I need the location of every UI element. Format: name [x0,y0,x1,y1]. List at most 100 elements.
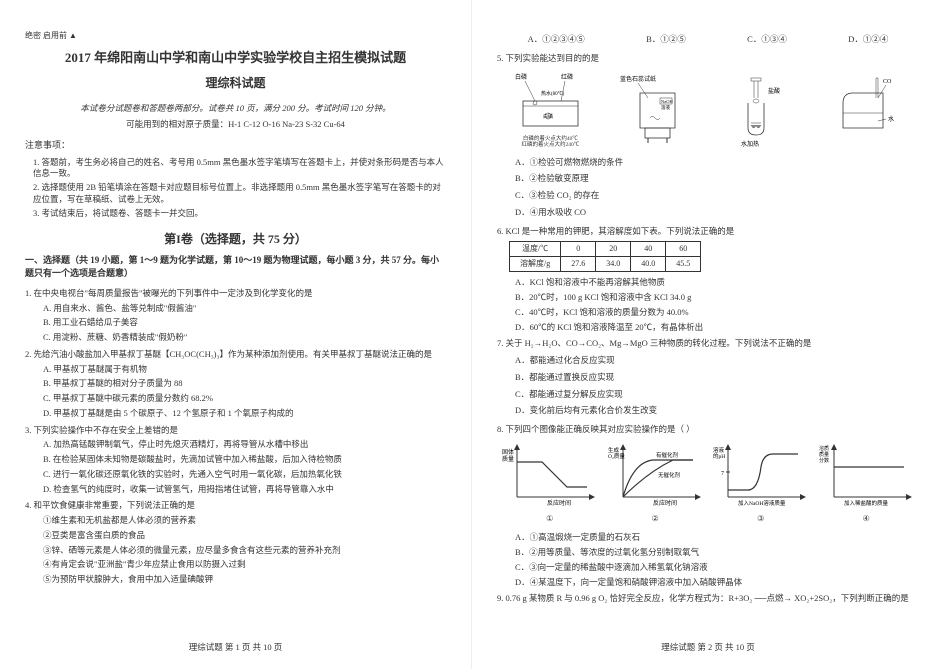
svg-text:7: 7 [721,471,724,477]
th-20: 20 [596,242,631,257]
section-1-sub: 一、选择题（共 19 小题，第 1～9 题为化学试题，第 10～19 题为物理试… [25,254,446,281]
top-opt-a: A．①②③④⑤ [528,33,585,46]
q8-d: D．④某温度下，向一定量饱和硝酸钾溶液中加入硝酸钾晶体 [515,576,919,589]
charts-row: 固体 质量 反应时间 ① 生成 O₂质量 有催化剂 无催化剂 反应时间 ② [497,442,919,526]
chart-4-num: ④ [819,513,914,525]
chart-3-num: ③ [713,513,808,525]
q4-stem: 4. 和平饮食健康非常重要，下列说法正确的是 [25,499,446,512]
q6-c: C．40℃时，KCl 饱和溶液的质量分数为 40.0% [515,306,919,319]
tr-v1: 27.6 [561,257,596,272]
svg-text:加入稀盐酸的质量: 加入稀盐酸的质量 [844,499,889,507]
q6-d: D．60℃的 KCl 饱和溶液降温至 20℃，有晶体析出 [515,321,919,334]
diagram-3: 盐酸 水加热 [726,73,796,148]
q4-opt-4: ④有肯定会说"亚洲盐"青少年应禁止食用以防摄入过剩 [43,558,446,571]
svg-text:生成: 生成 [608,446,620,454]
q1-opt-c: C. 用淀粉、蔗糖、奶香精装成"假奶粉" [43,331,446,344]
svg-text:分数: 分数 [819,457,829,464]
q7-options: A．都能通过化合反应实现 B．都能通过置换反应实现 C．都能通过复分解反应实现 … [497,352,919,419]
q4-opt-3: ③锌、硒等元素是人体必须的微量元素，应尽量多食含有这些元素的营养补充剂 [43,544,446,557]
svg-text:无催化剂: 无催化剂 [658,471,681,479]
footer-2: 理综试题 第 2 页 共 10 页 [472,641,944,654]
diagram-1: 白磷 红磷 热水(80℃) 白磷 白磷的着火点大约40℃ 红磷的着火点大约240… [513,71,588,148]
q9-stem: 9. 0.76 g 某物质 R 与 0.96 g O₂ 恰好完全反应，化学方程式… [497,592,919,605]
top-opt-b: B．①②⑤ [646,33,686,46]
th-temp: 温度/℃ [510,242,561,257]
svg-text:CO: CO [883,79,892,85]
q3-opt-a: A. 加热高锰酸钾制氧气，停止时先熄灭酒精灯，再将导管从水槽中移出 [43,438,446,451]
svg-text:水加热: 水加热 [741,140,759,148]
atomic-masses: 可能用到的相对原子质量：H-1 C-12 O-16 Na-23 S-32 Cu-… [25,118,446,131]
svg-text:反应时间: 反应时间 [653,499,677,507]
d1-temp: 热水(80℃) [541,90,565,97]
secret-marker: 绝密 启用前 ▲ [25,30,446,42]
svg-text:溶液: 溶液 [713,446,725,454]
chart-3: 7 溶液 的pH 加入NaOH溶液质量 ③ [713,442,808,526]
th-0: 0 [561,242,596,257]
q6-a: A．KCl 饱和溶液中不能再溶解其他物质 [515,276,919,289]
rules-label: 注意事项： [25,139,446,153]
section-1-title: 第I卷（选择题，共 75 分） [25,230,446,248]
svg-text:质量: 质量 [819,451,829,458]
main-title: 2017 年绵阳南山中学和南山中学实验学校自主招生模拟试题 [25,48,446,68]
svg-text:蓝色石蕊试纸: 蓝色石蕊试纸 [620,75,656,83]
q7-a: A．都能通过化合反应实现 [515,354,718,367]
page-1: 绝密 启用前 ▲ 2017 年绵阳南山中学和南山中学实验学校自主招生模拟试题 理… [0,0,472,669]
tr-v2: 34.0 [596,257,631,272]
q3-stem: 3. 下列实验操作中不存在安全上差错的是 [25,424,446,437]
q8-b: B．②用等质量、等浓度的过氧化氢分别制取氧气 [515,546,919,559]
chart-1: 固体 质量 反应时间 ① [502,442,597,526]
tr-sol: 溶解度/g [510,257,561,272]
th-40: 40 [631,242,666,257]
intro-text: 本试卷分试题卷和答题卷两部分。试卷共 10 页，满分 200 分。考试时间 12… [25,102,446,115]
d1-label-white: 白磷 [515,73,527,81]
svg-text:水: 水 [888,115,894,123]
q6-b: B．20℃时，100 g KCl 饱和溶液中含 KCl 34.0 g [515,291,919,304]
diagram-4: CO 水 [828,73,903,148]
q1-stem: 1. 在中央电视台"每周质量报告"被曝光的下列事件中一定涉及到化学变化的是 [25,287,446,300]
q8-a: A．①高温煅烧一定质量的石灰石 [515,531,919,544]
d1-caption1: 白磷的着火点大约40℃ [513,136,588,142]
q8-c: C．③向一定量的稀盐酸中逐滴加入稀氢氧化钠溶液 [515,561,919,574]
th-60: 60 [666,242,701,257]
q5b-b: B．②检验敏变原理 [515,172,718,185]
tr-v3: 40.0 [631,257,666,272]
q4-opt-1: ①维生素和无机盐都是人体必须的营养素 [43,514,446,527]
solubility-table: 温度/℃ 0 20 40 60 溶解度/g 27.6 34.0 40.0 45.… [509,241,701,272]
q5b-stem: 5. 下列实验能达到目的的是 [497,52,919,65]
q7-d: D．变化前后均有元素化合价发生改变 [515,404,718,417]
svg-text:溶液: 溶液 [661,104,670,111]
c1-x: 反应时间 [547,499,571,507]
svg-text:有催化剂: 有催化剂 [656,451,679,459]
rule-1: 1. 答题前，考生务必将自己的姓名、考号用 0.5mm 黑色墨水签字笔填写在答题… [33,157,446,181]
q4-opt-2: ②豆类是富含蛋白质的食品 [43,529,446,542]
rule-2: 2. 选择题使用 2B 铅笔填涂在答题卡对应题目标号位置上。非选择题用 0.5m… [33,182,446,206]
q2-opt-a: A. 甲基叔丁基醚属于有机物 [43,363,446,376]
page-2: A．①②③④⑤ B．①②⑤ C．①③④ D．①②④ 5. 下列实验能达到目的的是… [472,0,944,669]
d1-caption2: 红磷的着火点大约240℃ [513,142,588,148]
chart-2-num: ② [608,513,703,525]
q8-stem: 8. 下列四个图像能正确反映其对应实验操作的是（ ） [497,423,919,436]
subject-title: 理综科试题 [25,74,446,92]
q4-opt-5: ⑤为预防甲状腺肿大，食用中加入适量碘酸钾 [43,573,446,586]
q3-opt-b: B. 在检验某固体未知物是碳酸盐时，先滴加试管中加入稀盐酸，后加入待检物质 [43,453,446,466]
q5b-d: D．④用水吸收 CO [515,206,718,219]
q2-opt-d: D. 甲基叔丁基醚是由 5 个碳原子、12 个氢原子和 1 个氧原子构成的 [43,407,446,420]
q1-opt-b: B. 用工业石蜡给瓜子美容 [43,316,446,329]
svg-text:白磷: 白磷 [543,113,553,120]
svg-text:的pH: 的pH [713,452,725,460]
c1-y: 固体 [502,448,514,456]
q5b-c: C．③检验 CO₂ 的存在 [515,189,718,202]
footer-1: 理综试题 第 1 页 共 10 页 [0,641,471,654]
svg-text:盐酸: 盐酸 [768,87,780,95]
q5b-a: A．①检验可燃物燃烧的条件 [515,156,718,169]
chart-1-num: ① [502,513,597,525]
chart-4: 溶质 质量 分数 加入稀盐酸的质量 ④ [819,442,914,526]
top-opt-d: D．①②④ [848,33,888,46]
q2-opt-c: C. 甲基叔丁基醚中碳元素的质量分数约 68.2% [43,392,446,405]
svg-text:溶质: 溶质 [819,445,829,452]
svg-text:NaOH: NaOH [661,99,673,104]
q1-opt-a: A. 用自来水、酱色、盐等兑制成"假酱油" [43,302,446,315]
q5-top-options: A．①②③④⑤ B．①②⑤ C．①③④ D．①②④ [497,33,919,46]
diagram-2: 蓝色石蕊试纸 NaOH 溶液 [620,73,695,148]
q7-stem: 7. 关于 H₂→H₂O、CO→CO₂、Mg→MgO 三种物质的转化过程。下列说… [497,337,919,350]
